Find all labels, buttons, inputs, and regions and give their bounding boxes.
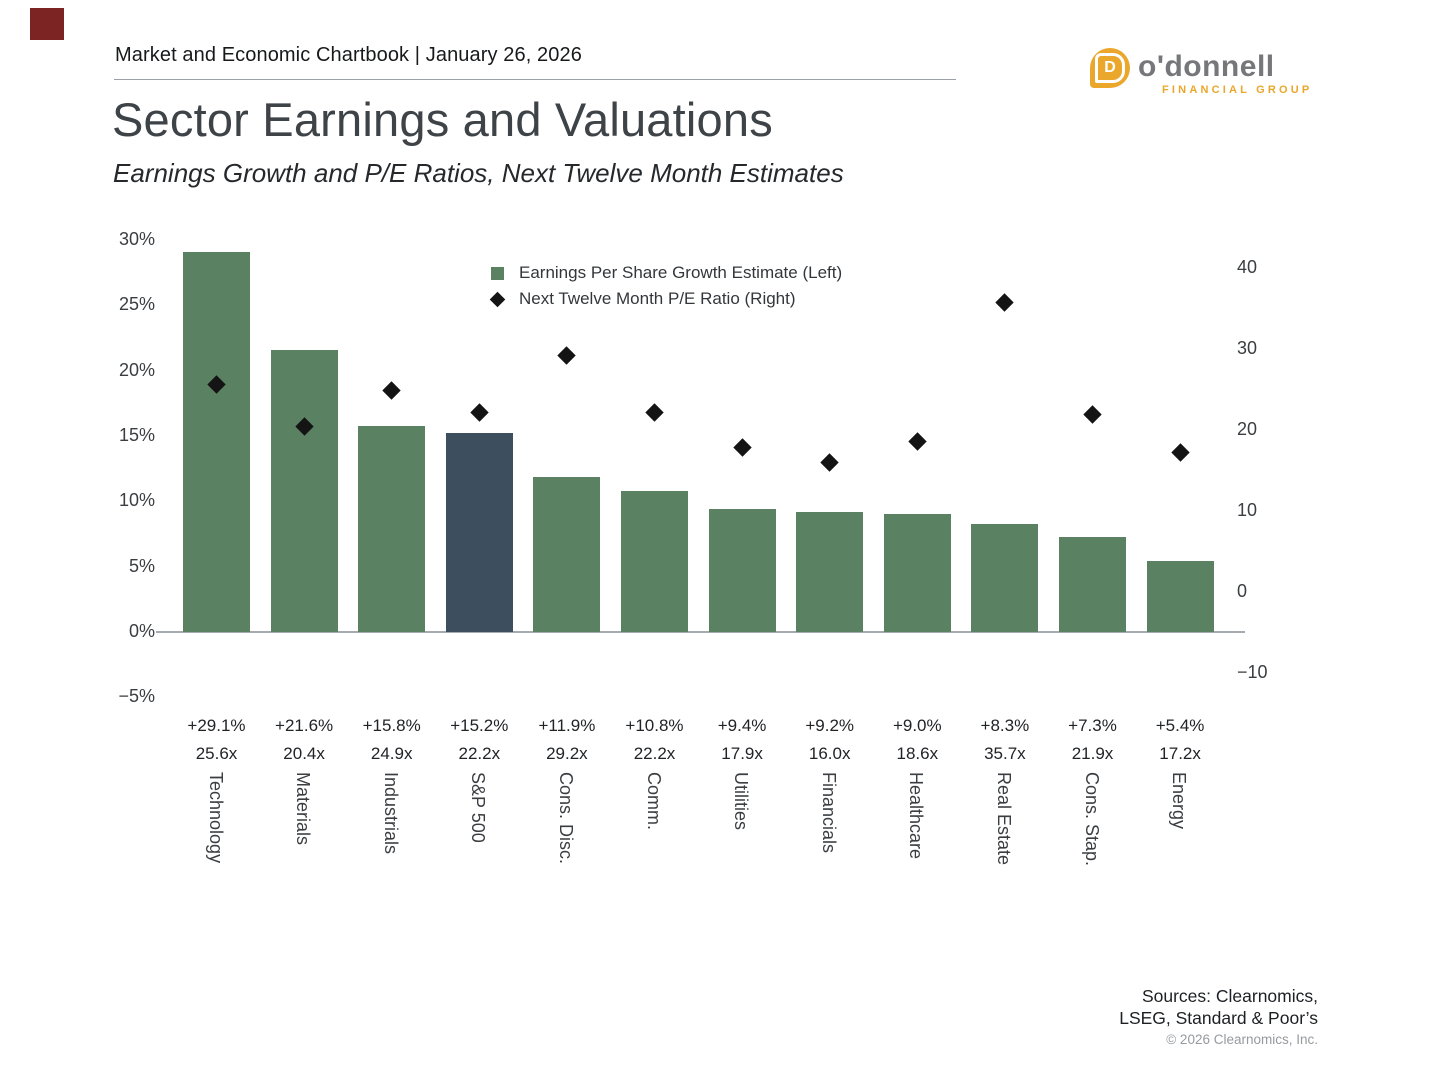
bar-industrials (358, 425, 426, 632)
pe-diamond-marker (470, 402, 489, 422)
pe-ratio-label: 18.6x (896, 744, 939, 763)
eps-growth-label: +9.4% (717, 716, 767, 735)
category-label: S&P 500 (468, 772, 489, 843)
eps-growth-label: +8.3% (980, 716, 1030, 735)
pe-ratio-label: 21.9x (1071, 744, 1114, 763)
bar-cons-stap- (1059, 536, 1126, 632)
x-axis-baseline (156, 631, 1245, 633)
eps-growth-label: +29.1% (187, 716, 246, 735)
logo-circle-icon: D (1090, 48, 1130, 88)
category-label: Real Estate (993, 772, 1014, 866)
category-label: Cons. Stap. (1081, 772, 1102, 867)
pe-diamond-marker (1170, 443, 1190, 462)
left-axis-tick: 5% (128, 555, 155, 576)
pe-ratio-label: 17.2x (1159, 744, 1201, 763)
eps-growth-label: +15.8% (362, 716, 421, 735)
pe-ratio-label: 20.4x (283, 744, 325, 763)
page-title: Sector Earnings and Valuations (112, 93, 773, 146)
sources-line-1: Sources: Clearnomics, (1141, 986, 1318, 1006)
category-label: Energy (1169, 772, 1190, 830)
pe-diamond-marker (645, 402, 664, 422)
left-axis-tick: 20% (118, 359, 155, 380)
left-axis-tick: 10% (118, 490, 155, 511)
eps-growth-label: +11.9% (538, 716, 596, 735)
logo-tagline: FINANCIAL GROUP (1162, 84, 1313, 96)
left-axis-tick: 15% (118, 424, 155, 445)
copyright-note: © 2026 Clearnomics, Inc. (1166, 1032, 1318, 1047)
eps-growth-label: +7.3% (1068, 716, 1117, 735)
bar-comm- (621, 490, 688, 632)
eps-growth-label: +21.6% (275, 716, 334, 735)
right-axis-tick: 0 (1237, 581, 1248, 601)
pe-ratio-label: 35.7x (984, 744, 1026, 763)
legend-label: Next Twelve Month P/E Ratio (Right) (519, 289, 796, 308)
left-axis-tick: 30% (118, 228, 155, 249)
pe-ratio-label: 24.9x (370, 744, 413, 763)
odonnell-logo: D o'donnell FINANCIAL GROUP (1090, 48, 1320, 98)
left-axis-tick: 0% (128, 621, 155, 641)
pe-ratio-label: 25.6x (195, 744, 238, 763)
corner-bookmark-mark (30, 8, 64, 40)
left-axis-tick: −5% (118, 686, 155, 707)
page-subtitle: Earnings Growth and P/E Ratios, Next Twe… (113, 158, 844, 188)
bar-materials (270, 349, 338, 632)
bar-series-swatch-icon (491, 266, 504, 280)
pe-diamond-marker (732, 437, 752, 457)
category-label: Technology (205, 772, 226, 864)
bar-utilities (708, 509, 776, 632)
bar-financials (796, 511, 864, 632)
right-axis-tick: 40 (1237, 257, 1258, 277)
eps-growth-label: +15.2% (450, 716, 509, 735)
bar-technology (183, 251, 250, 632)
legend-item-pe-ratio: Next Twelve Month P/E Ratio (Right) (489, 286, 842, 312)
right-axis-tick: 10 (1237, 500, 1258, 520)
pe-ratio-label: 22.2x (458, 744, 501, 763)
right-axis-tick: 30 (1237, 338, 1258, 358)
pe-diamond-marker (382, 381, 401, 400)
chartbook-header: Market and Economic Chartbook | January … (115, 44, 582, 66)
category-label: Cons. Disc. (555, 772, 576, 865)
pe-ratio-label: 17.9x (721, 744, 763, 763)
category-label: Materials (293, 772, 314, 846)
bar-real-estate (971, 523, 1039, 632)
category-label: Comm. (643, 772, 664, 830)
pe-diamond-marker (995, 293, 1015, 313)
pe-ratio-label: 22.2x (633, 744, 676, 763)
right-axis-tick: −10 (1237, 662, 1268, 682)
pe-diamond-marker (557, 346, 577, 365)
category-label: Financials (818, 772, 839, 854)
legend-label: Earnings Per Share Growth Estimate (Left… (519, 263, 843, 282)
pe-ratio-label: 16.0x (808, 744, 851, 763)
pe-diamond-marker (1083, 405, 1102, 424)
eps-growth-label: +5.4% (1155, 716, 1205, 735)
category-label: Healthcare (906, 772, 927, 860)
bar-healthcare (883, 514, 951, 632)
header-divider (114, 79, 956, 80)
eps-growth-label: +9.0% (892, 716, 942, 735)
right-axis-tick: 20 (1237, 419, 1258, 439)
bar-energy (1146, 561, 1214, 632)
sources-line-2: LSEG, Standard & Poor’s (1119, 1008, 1318, 1028)
legend-item-eps-growth: Earnings Per Share Growth Estimate (Left… (491, 260, 842, 286)
chart-legend: Earnings Per Share Growth Estimate (Left… (489, 260, 842, 312)
sources-block: Sources: Clearnomics, LSEG, Standard & P… (1119, 985, 1318, 1047)
eps-growth-label: +10.8% (625, 716, 684, 735)
category-label: Utilities (731, 772, 752, 831)
category-label: Industrials (380, 772, 401, 855)
pe-diamond-marker (908, 432, 927, 451)
eps-growth-label: +9.2% (805, 716, 855, 735)
left-axis-tick: 25% (118, 294, 155, 315)
logo-monogram: D (1095, 53, 1125, 83)
pe-diamond-marker (820, 453, 839, 472)
diamond-series-swatch-icon (489, 291, 506, 307)
bar-s-p-500 (445, 433, 513, 632)
logo-wordmark: o'donnell (1138, 50, 1275, 83)
bar-cons-disc- (533, 476, 601, 632)
pe-ratio-label: 29.2x (546, 744, 588, 763)
